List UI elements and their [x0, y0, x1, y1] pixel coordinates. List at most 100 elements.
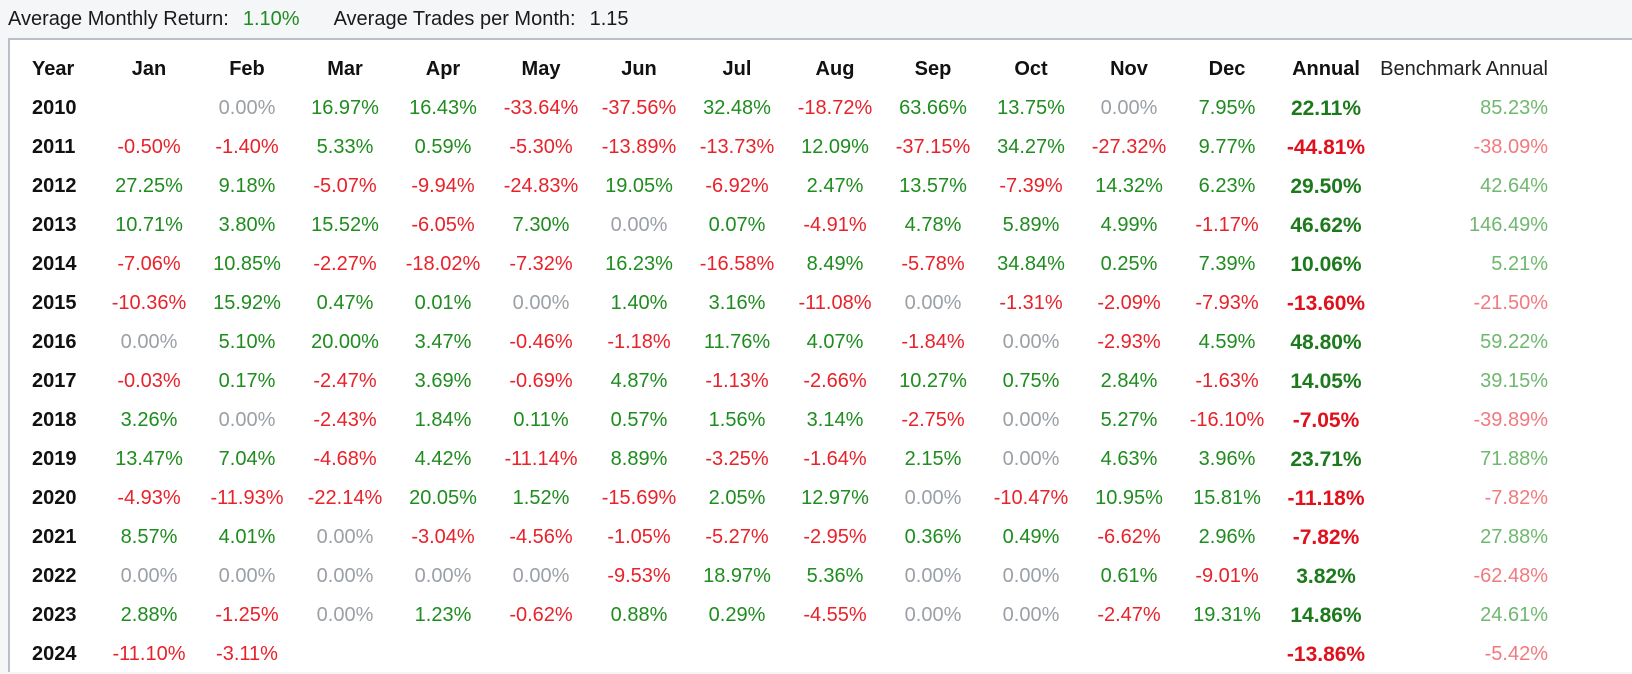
month-cell: -0.46% [509, 331, 573, 353]
column-header-may[interactable]: May [521, 58, 561, 80]
column-header-jun[interactable]: Jun [621, 58, 657, 80]
month-cell: -0.69% [509, 370, 573, 392]
month-cell: 0.00% [1100, 97, 1158, 119]
table-row: 2014 -7.06% 10.85% -2.27% -18.02% -7.32% 16.23… [22, 245, 1548, 284]
month-cell: 0.00% [218, 565, 276, 587]
table-row: 2023 2.88% -1.25% 0.00% 1.23% -0.62% 0.88% 0.29… [22, 596, 1548, 635]
column-header-jan[interactable]: Jan [131, 58, 167, 80]
month-cell: -11.93% [210, 487, 284, 509]
month-cell: -11.14% [504, 448, 578, 470]
month-cell [688, 635, 786, 674]
column-header-dec[interactable]: Dec [1208, 58, 1246, 80]
month-cell: 16.23% [605, 253, 673, 275]
column-header-aug[interactable]: Aug [815, 58, 855, 80]
column-header-jul[interactable]: Jul [722, 58, 752, 80]
month-cell: -2.75% [901, 409, 965, 431]
month-cell: -2.47% [313, 370, 377, 392]
column-header-benchmark-annual[interactable]: Benchmark Annual [1380, 58, 1548, 80]
column-header-annual[interactable]: Annual [1292, 58, 1360, 80]
annual-cell: 23.71% [1290, 447, 1362, 471]
month-cell: -4.91% [803, 214, 867, 236]
year-cell: 2020 [32, 487, 77, 509]
benchmark-annual-cell: 24.61% [1480, 604, 1548, 626]
month-cell: 5.33% [316, 136, 374, 158]
month-cell: -2.66% [803, 370, 867, 392]
month-cell: 1.52% [512, 487, 570, 509]
month-cell: 0.36% [904, 526, 962, 548]
month-cell: -4.93% [117, 487, 181, 509]
month-cell: -1.84% [901, 331, 965, 353]
month-cell [786, 635, 884, 674]
column-header-nov[interactable]: Nov [1110, 58, 1148, 80]
month-cell: -5.27% [705, 526, 769, 548]
month-cell: 1.40% [610, 292, 668, 314]
month-cell: -1.05% [607, 526, 671, 548]
month-cell: 19.05% [605, 175, 673, 197]
table-row: 2013 10.71% 3.80% 15.52% -6.05% 7.30% 0.00% 0.0… [22, 206, 1548, 245]
month-cell: 0.00% [904, 565, 962, 587]
month-cell: 15.81% [1193, 487, 1261, 509]
month-cell: 27.25% [115, 175, 183, 197]
column-header-oct[interactable]: Oct [1014, 58, 1048, 80]
month-cell: -18.02% [405, 253, 481, 275]
month-cell: -4.55% [803, 604, 867, 626]
benchmark-annual-cell: 5.21% [1491, 253, 1548, 275]
annual-cell: -13.60% [1286, 291, 1366, 315]
month-cell: -6.92% [705, 175, 769, 197]
summary-bar: Average Monthly Return: 1.10% Average Tr… [0, 0, 1632, 38]
month-cell: 9.77% [1198, 136, 1256, 158]
column-header-mar[interactable]: Mar [327, 58, 363, 80]
month-cell: 12.97% [801, 487, 869, 509]
month-cell: 0.88% [610, 604, 668, 626]
year-cell: 2011 [32, 136, 76, 158]
month-cell: -1.17% [1195, 214, 1259, 236]
month-cell: 20.05% [409, 487, 477, 509]
annual-cell: -7.05% [1292, 408, 1360, 432]
month-cell: 3.80% [218, 214, 276, 236]
annual-cell: 22.11% [1290, 96, 1362, 120]
table-row: 2024 -11.10% -3.11% -13.86% -5.42% [22, 635, 1548, 674]
benchmark-annual-cell: 42.64% [1480, 175, 1548, 197]
month-cell: 13.47% [115, 448, 183, 470]
month-cell: 3.26% [120, 409, 178, 431]
table-row: 2018 3.26% 0.00% -2.43% 1.84% 0.11% 0.57% 1.56%… [22, 401, 1548, 440]
month-cell: -4.68% [313, 448, 377, 470]
month-cell [100, 89, 198, 128]
month-cell: 3.16% [708, 292, 766, 314]
benchmark-annual-cell: -7.82% [1484, 487, 1548, 509]
month-cell: 0.59% [414, 136, 472, 158]
month-cell: 32.48% [703, 97, 771, 119]
month-cell [982, 635, 1080, 674]
month-cell: 8.49% [806, 253, 864, 275]
month-cell: -37.56% [601, 97, 677, 119]
month-cell: 19.31% [1193, 604, 1261, 626]
avg-monthly-return-label: Average Monthly Return: [8, 7, 229, 30]
month-cell: 8.57% [120, 526, 178, 548]
month-cell: -7.06% [117, 253, 181, 275]
month-cell: 5.27% [1100, 409, 1158, 431]
benchmark-annual-cell: -21.50% [1473, 292, 1549, 314]
month-cell: -1.64% [803, 448, 867, 470]
column-header-apr[interactable]: Apr [425, 58, 461, 80]
month-cell: -11.08% [798, 292, 872, 314]
annual-cell: -13.86% [1286, 642, 1366, 666]
month-cell: -7.39% [999, 175, 1063, 197]
year-cell: 2010 [32, 97, 77, 119]
column-header-year[interactable]: Year [32, 58, 75, 80]
annual-cell: -7.82% [1292, 525, 1360, 549]
year-cell: 2013 [32, 214, 77, 236]
month-cell: 2.15% [904, 448, 962, 470]
column-header-sep[interactable]: Sep [914, 58, 952, 80]
month-cell: 0.75% [1002, 370, 1060, 392]
month-cell: 0.00% [1002, 565, 1060, 587]
month-cell: 0.07% [708, 214, 766, 236]
avg-trades-per-month: Average Trades per Month: 1.15 [334, 8, 629, 31]
month-cell: 4.01% [218, 526, 276, 548]
month-cell: -2.43% [313, 409, 377, 431]
column-header-feb[interactable]: Feb [229, 58, 265, 80]
month-cell: 0.00% [904, 292, 962, 314]
annual-cell: 46.62% [1290, 213, 1362, 237]
month-cell: 2.05% [708, 487, 766, 509]
month-cell: 1.56% [708, 409, 766, 431]
month-cell: 34.27% [997, 136, 1065, 158]
